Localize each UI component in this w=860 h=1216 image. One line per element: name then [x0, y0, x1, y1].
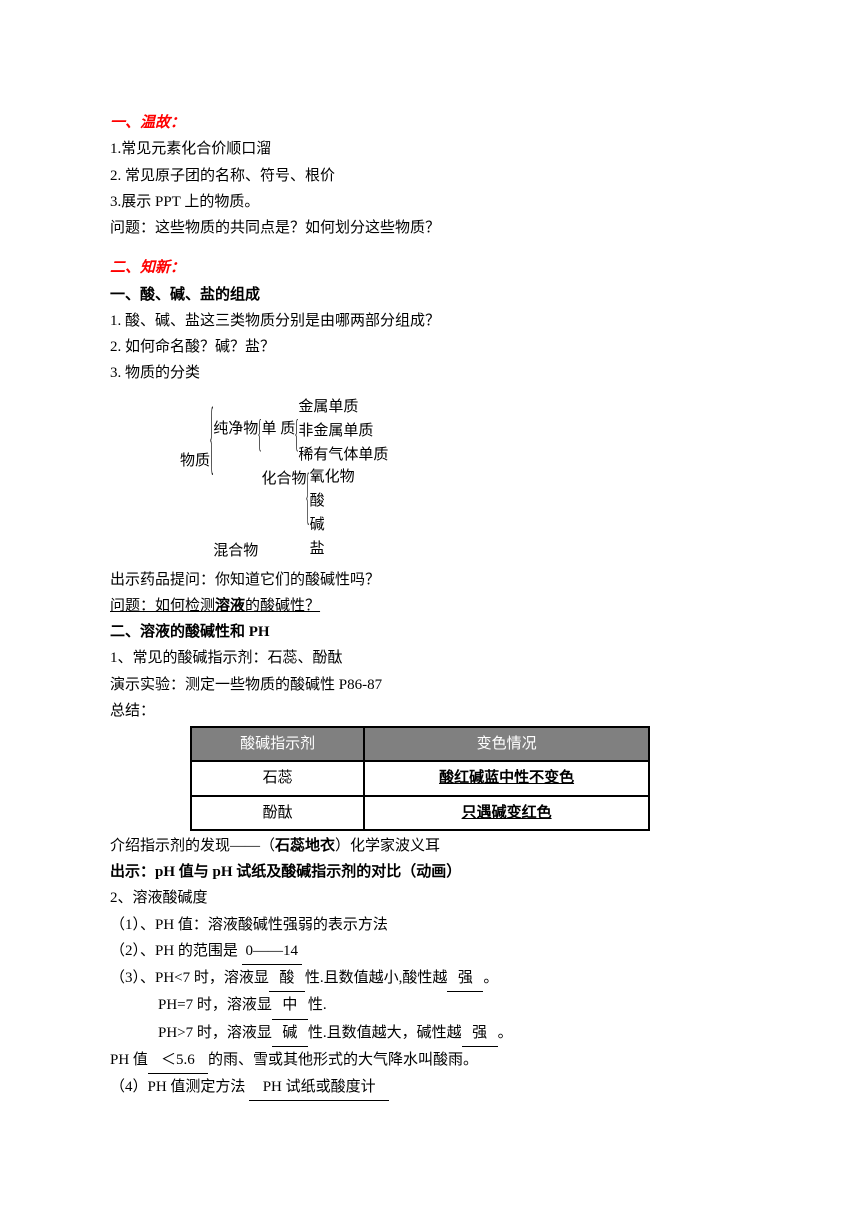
- tree-simple: 单 质: [261, 417, 295, 441]
- partB-line3: 总结：: [110, 698, 750, 724]
- after-tree-l2: 问题：如何检测溶液的酸碱性？: [110, 593, 750, 619]
- indicator-table: 酸碱指示剂 变色情况 石蕊 酸红碱蓝中性不变色 酚酞 只遇碱变红色: [190, 726, 650, 831]
- sub3: （3）、PH<7 时，溶液显酸性.且数值越小,酸性越强。: [110, 965, 750, 992]
- table-row: 酚酞 只遇碱变红色: [191, 796, 649, 830]
- partA-item-3: 3. 物质的分类: [110, 360, 750, 386]
- tree-pure: 纯净物: [213, 417, 258, 441]
- th-indicator: 酸碱指示剂: [191, 727, 364, 761]
- leaf-oxide: 氧化物: [310, 465, 355, 489]
- partB-line1: 1、常见的酸碱指示剂：石蕊、酚酞: [110, 645, 750, 671]
- tree-mixture: 混合物: [213, 543, 258, 559]
- sub3b: PH=7 时，溶液显中性.: [110, 992, 750, 1019]
- s1-item-4: 问题：这些物质的共同点是？如何划分这些物质？: [110, 215, 750, 241]
- s1-item-3: 3.展示 PPT 上的物质。: [110, 189, 750, 215]
- show-line: 出示：pH 值与 pH 试纸及酸碱指示剂的对比（动画）: [110, 859, 750, 885]
- tree-compound: 化合物: [261, 467, 306, 491]
- intro-line: 介绍指示剂的发现——（石蕊地衣）化学家波义耳: [110, 833, 750, 859]
- classification-tree: 物质 { 纯净物 { 单 质 { 金属单质 非金属单质 稀有气体单质: [180, 391, 750, 563]
- leaf-acid: 酸: [310, 489, 355, 513]
- sub3c: PH>7 时，溶液显碱性.且数值越大，碱性越强。: [110, 1020, 750, 1047]
- s1-item-1: 1.常见元素化合价顺口溜: [110, 136, 750, 162]
- partB-line2: 演示实验：测定一些物质的酸碱性 P86-87: [110, 672, 750, 698]
- table-row: 石蕊 酸红碱蓝中性不变色: [191, 761, 649, 795]
- after-tree-l1: 出示药品提问：你知道它们的酸碱性吗？: [110, 567, 750, 593]
- partA-heading: 一、酸、碱、盐的组成: [110, 282, 750, 308]
- acid-rain: PH 值＜5.6的雨、雪或其他形式的大气降水叫酸雨。: [110, 1047, 750, 1074]
- partB-heading: 二、溶液的酸碱性和 PH: [110, 619, 750, 645]
- section-1-title: 一、温故：: [110, 110, 750, 136]
- partB-line4: 2、溶液酸碱度: [110, 885, 750, 911]
- partA-item-2: 2. 如何命名酸？碱？盐？: [110, 334, 750, 360]
- partA-item-1: 1. 酸、碱、盐这三类物质分别是由哪两部分组成？: [110, 308, 750, 334]
- sub1: （1）、PH 值：溶液酸碱性强弱的表示方法: [110, 912, 750, 938]
- leaf-base: 碱: [310, 513, 355, 537]
- th-change: 变色情况: [364, 727, 649, 761]
- sub4: （4）PH 值测定方法 PH 试纸或酸度计: [110, 1074, 750, 1101]
- leaf-metal: 金属单质: [298, 395, 388, 419]
- section-2-title: 二、知新：: [110, 255, 750, 281]
- leaf-nonmetal: 非金属单质: [298, 419, 388, 443]
- leaf-noble: 稀有气体单质: [298, 443, 388, 467]
- tree-root: 物质: [180, 391, 210, 473]
- s1-item-2: 2. 常见原子团的名称、符号、根价: [110, 163, 750, 189]
- sub2: （2）、PH 的范围是 0——14: [110, 938, 750, 965]
